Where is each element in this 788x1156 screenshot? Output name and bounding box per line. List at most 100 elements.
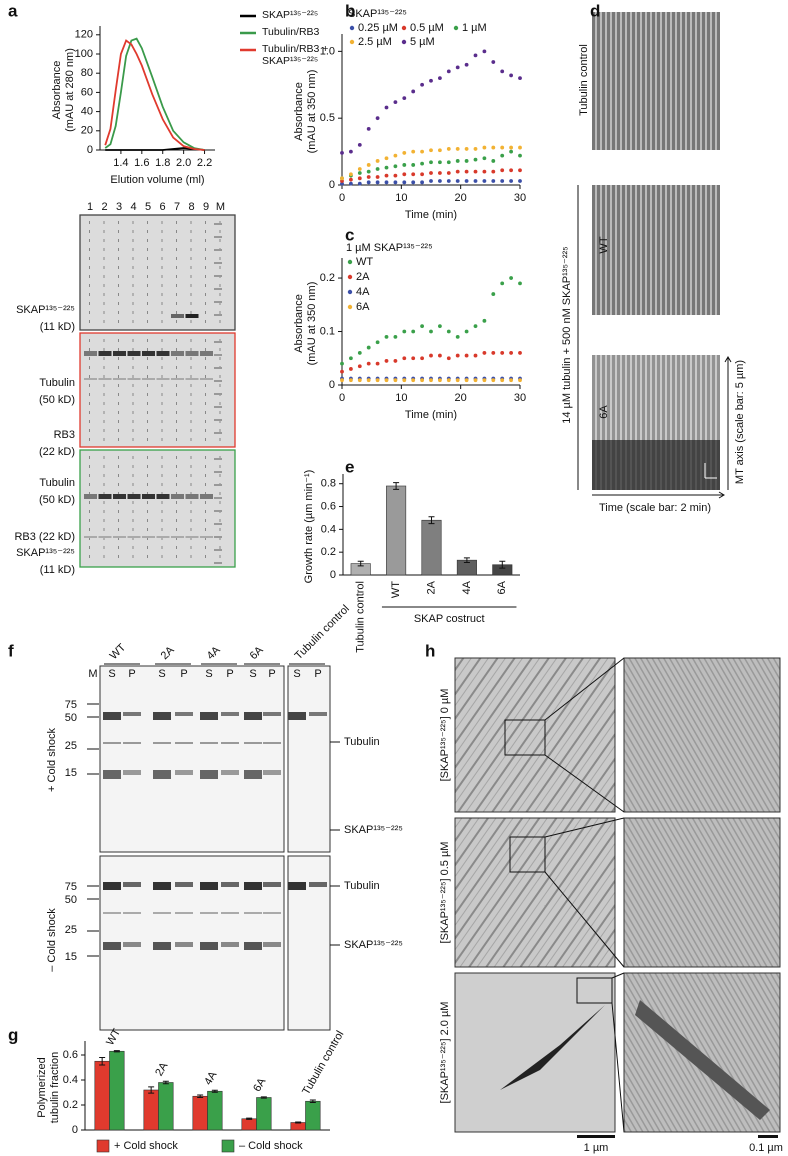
x-tick-label: Tubulin control bbox=[300, 1029, 346, 1097]
image-area bbox=[118, 266, 119, 269]
image-area bbox=[263, 942, 281, 947]
legend-label: 1 µM bbox=[462, 22, 487, 34]
image-area bbox=[161, 248, 163, 251]
image-area bbox=[544, 817, 625, 968]
image-area bbox=[219, 546, 221, 549]
data-point bbox=[438, 353, 442, 358]
image-area bbox=[87, 898, 99, 900]
image-area bbox=[175, 770, 193, 775]
data-point bbox=[429, 148, 433, 153]
image-area bbox=[171, 536, 184, 538]
image-area bbox=[147, 393, 148, 396]
image-area bbox=[118, 230, 119, 233]
y-axis-title: Absorbance bbox=[293, 82, 305, 141]
image-area bbox=[113, 536, 126, 538]
data-point bbox=[411, 172, 416, 177]
y-tick-label: 0 bbox=[330, 569, 336, 581]
image-area bbox=[176, 284, 177, 287]
image-area bbox=[89, 230, 90, 233]
data-point bbox=[482, 179, 487, 183]
image-area bbox=[244, 942, 262, 950]
image-area bbox=[132, 339, 134, 342]
image-area bbox=[205, 411, 206, 414]
data-point bbox=[455, 179, 460, 183]
image-area bbox=[205, 555, 206, 558]
y-tick-label: 0 bbox=[329, 179, 335, 191]
image-area bbox=[205, 402, 206, 405]
image-area bbox=[161, 474, 163, 477]
image-area bbox=[214, 380, 222, 382]
data-point bbox=[393, 100, 398, 105]
image-area bbox=[118, 339, 119, 342]
data-point bbox=[357, 176, 362, 181]
x-tick-label: 4A bbox=[202, 1069, 219, 1087]
bar bbox=[109, 1050, 125, 1131]
image-area bbox=[214, 471, 222, 473]
data-point bbox=[375, 159, 380, 163]
image-area bbox=[190, 438, 192, 441]
image-area bbox=[132, 257, 134, 260]
data-point bbox=[366, 126, 371, 131]
image-area bbox=[200, 770, 218, 779]
image-area bbox=[118, 357, 119, 360]
data-point bbox=[366, 180, 371, 185]
image-area bbox=[147, 302, 148, 305]
data-point bbox=[411, 329, 416, 334]
image-area bbox=[103, 501, 105, 504]
image-area bbox=[161, 221, 163, 224]
image-area bbox=[123, 882, 141, 887]
error-bar bbox=[148, 1086, 155, 1094]
lane-label: P bbox=[314, 668, 321, 680]
data-point bbox=[455, 65, 460, 70]
y-tick-label: 0.6 bbox=[63, 1049, 78, 1061]
x-tick-label: 10 bbox=[395, 392, 407, 404]
y-tick-label: 0.2 bbox=[321, 546, 336, 558]
gel-label: (50 kD) bbox=[39, 494, 75, 506]
image-area bbox=[147, 528, 148, 531]
image-area bbox=[219, 465, 221, 468]
image-area bbox=[147, 266, 148, 269]
bar bbox=[290, 1122, 306, 1131]
image-area bbox=[118, 501, 119, 504]
data-point bbox=[446, 147, 451, 151]
y-axis-title: Absorbance bbox=[51, 61, 63, 120]
image-area bbox=[89, 492, 90, 495]
image-area bbox=[103, 712, 121, 720]
data-point bbox=[420, 82, 424, 87]
data-point bbox=[349, 378, 353, 383]
image-area bbox=[623, 817, 781, 968]
image-area bbox=[176, 555, 177, 558]
data-point bbox=[349, 177, 353, 182]
lane-label: 9 bbox=[203, 201, 209, 213]
data-point bbox=[366, 163, 371, 167]
image-area bbox=[190, 456, 192, 459]
image-area bbox=[171, 494, 184, 499]
image-area bbox=[161, 420, 163, 423]
gel-label: RB3 (22 kD) bbox=[14, 531, 75, 543]
data-point bbox=[491, 351, 496, 355]
lane-label: S bbox=[293, 668, 300, 680]
image-area bbox=[98, 378, 112, 380]
data-point bbox=[482, 378, 487, 383]
image-area bbox=[577, 1135, 615, 1138]
image-area bbox=[205, 393, 206, 396]
data-point bbox=[500, 281, 505, 286]
data-point bbox=[491, 60, 496, 64]
data-point bbox=[482, 156, 487, 161]
image-area bbox=[592, 12, 720, 150]
data-point bbox=[464, 378, 469, 383]
data-point bbox=[500, 168, 505, 173]
data-point bbox=[366, 175, 371, 179]
image-area bbox=[214, 262, 222, 264]
data-point bbox=[429, 179, 433, 183]
image-area bbox=[89, 311, 90, 314]
image-area bbox=[132, 221, 134, 224]
image-area bbox=[214, 458, 222, 460]
data-point bbox=[446, 171, 451, 175]
image-area bbox=[161, 320, 163, 323]
image-area bbox=[147, 384, 148, 387]
image-area bbox=[161, 302, 163, 305]
image-area bbox=[190, 293, 192, 296]
image-area bbox=[161, 357, 163, 360]
image-area bbox=[221, 912, 239, 914]
